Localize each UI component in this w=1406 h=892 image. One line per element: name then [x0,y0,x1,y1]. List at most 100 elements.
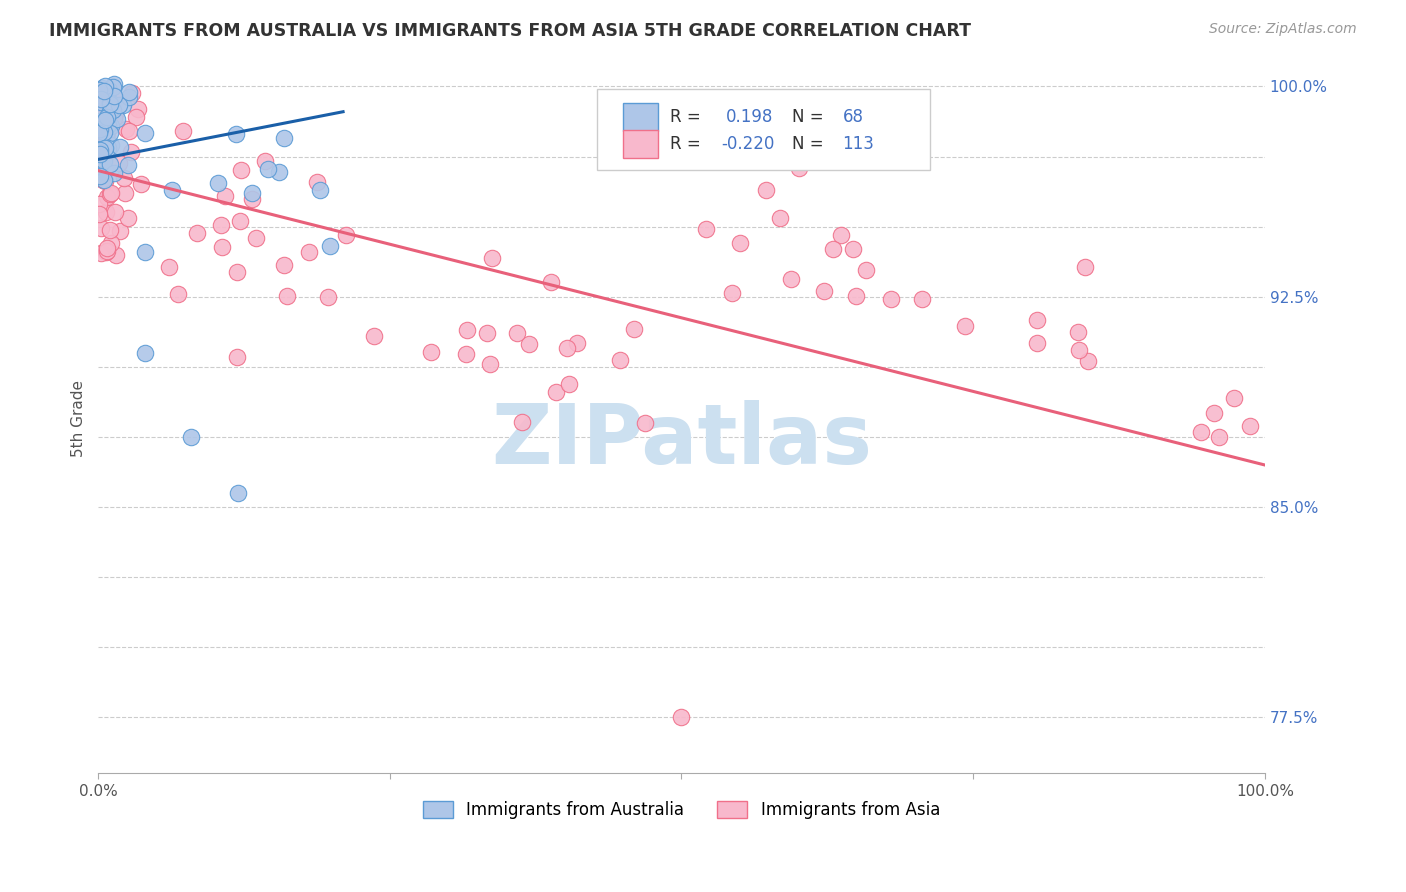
Point [94,127,117,141]
Point [117,158,139,172]
Legend: Immigrants from Australia, Immigrants from Asia: Immigrants from Australia, Immigrants fr… [416,794,946,825]
Point [90,81,112,95]
Point [90,155,112,169]
Point [89,152,111,166]
Point [105,112,128,126]
Point [845,289,868,303]
Point [94,245,117,260]
Point [93,125,115,139]
Point [1067,325,1090,339]
Point [98,95,121,110]
Point [108,156,131,170]
Point [101,103,124,117]
Point [1223,391,1246,405]
Point [98,126,121,140]
Text: R =: R = [669,136,706,153]
Point [225,127,247,141]
Point [94,129,117,144]
Point [117,211,139,226]
Point [298,244,321,259]
Y-axis label: 5th Grade: 5th Grade [72,380,86,458]
Point [100,119,122,133]
Point [633,416,655,430]
Point [1025,336,1047,351]
Point [229,213,252,227]
Point [842,242,865,256]
Point [103,205,125,219]
Point [89,157,111,171]
Point [855,263,877,277]
Text: IMMIGRANTS FROM AUSTRALIA VS IMMIGRANTS FROM ASIA 5TH GRADE CORRELATION CHART: IMMIGRANTS FROM AUSTRALIA VS IMMIGRANTS … [49,22,972,40]
Point [97,118,120,132]
Point [98,103,121,118]
Text: R =: R = [669,108,706,127]
Text: N =: N = [793,136,830,153]
Point [456,347,478,361]
Point [103,77,125,91]
Point [517,337,540,351]
Point [245,231,267,245]
Point [506,326,529,340]
Point [89,114,111,128]
Bar [623,130,658,159]
Point [118,89,141,103]
Point [96,138,118,153]
Point [721,285,744,300]
Point [89,143,111,157]
Text: 113: 113 [842,136,875,153]
Point [108,223,131,237]
Point [830,227,852,242]
Point [273,131,295,145]
Point [93,173,115,187]
Point [671,710,693,724]
Point [555,341,578,355]
Point [89,162,111,177]
Point [240,192,263,206]
Point [89,171,111,186]
Point [134,126,156,140]
Point [108,139,131,153]
Point [565,335,588,350]
Point [609,353,631,368]
Point [98,96,121,111]
Point [94,140,117,154]
Point [96,244,118,258]
Point [134,245,156,260]
Point [94,205,117,219]
Point [93,85,115,99]
Point [225,351,247,365]
Point [813,284,835,298]
Point [1069,343,1091,357]
Point [769,211,792,225]
Point [456,323,478,337]
Point [134,346,156,360]
Point [96,241,118,255]
Point [787,161,810,176]
Point [89,147,111,161]
Point [207,176,229,190]
Point [93,154,115,169]
Point [90,154,112,169]
Point [90,92,112,106]
Point [114,186,136,201]
Point [231,162,253,177]
Text: N =: N = [793,108,830,127]
Point [111,98,134,112]
Point [100,119,122,133]
Text: 68: 68 [842,108,863,127]
Point [93,79,115,94]
Point [267,165,290,179]
Point [91,173,114,187]
Text: -0.220: -0.220 [721,136,775,153]
Point [103,166,125,180]
Point [97,83,120,97]
Point [89,104,111,119]
Point [880,292,903,306]
Point [335,228,357,243]
Point [89,106,111,120]
Point [100,137,122,152]
Point [253,154,276,169]
Point [953,318,976,333]
Point [91,124,114,138]
Point [121,86,143,100]
